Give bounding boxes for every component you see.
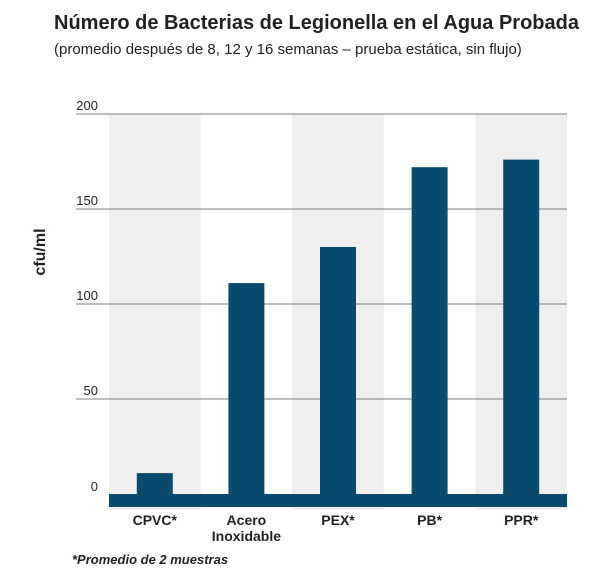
y-tick-label: 150: [76, 193, 98, 208]
chart-title: Número de Bacterias de Legionella en el …: [54, 12, 579, 34]
y-tick-label: 0: [91, 479, 98, 494]
bar: [136, 473, 173, 494]
chart-subtitle: (promedio después de 8, 12 y 16 semanas …: [54, 41, 522, 58]
y-tick-labels: 0 50 100 150 200: [76, 98, 98, 494]
y-axis-label: cfu/ml: [32, 228, 49, 275]
category-label: PPR*: [504, 512, 539, 528]
y-tick-label: 50: [84, 383, 98, 398]
category-label: CPVC*: [133, 512, 178, 528]
bar: [320, 247, 356, 494]
bar: [411, 167, 448, 494]
y-tick-label: 100: [76, 288, 98, 303]
category-label: Inoxidable: [212, 528, 281, 544]
category-label: PB*: [417, 512, 442, 528]
bar: [228, 283, 265, 494]
bars: [136, 159, 540, 494]
category-label: PEX*: [321, 512, 355, 528]
bar: [503, 159, 540, 494]
y-tick-label: 200: [76, 98, 98, 113]
category-label: Acero: [227, 512, 267, 528]
baseline: [109, 494, 567, 507]
footnote: *Promedio de 2 muestras: [72, 552, 229, 567]
category-band: [109, 114, 201, 510]
baseline-bar: [109, 494, 567, 507]
